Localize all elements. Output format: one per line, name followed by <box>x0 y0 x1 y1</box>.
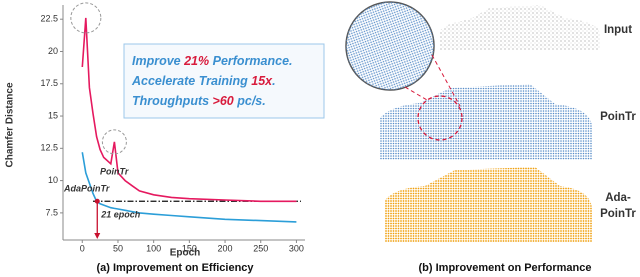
annotation-text: 21 epoch <box>100 210 141 220</box>
input-cloud <box>440 5 600 50</box>
x-tick-label: 50 <box>113 243 123 253</box>
x-tick-label: 0 <box>80 243 85 253</box>
caption-a: (a) Improvement on Efficiency <box>96 262 254 274</box>
callout-text: Accelerate Training <box>131 74 251 88</box>
point-clouds <box>333 0 600 242</box>
callout-line: Accelerate Training 15x. <box>131 74 276 88</box>
caption-b: (b) Improvement on Performance <box>419 262 592 274</box>
series-line <box>81 152 297 223</box>
callout-text: >60 <box>213 94 234 108</box>
callout-text: Improve <box>132 54 184 68</box>
x-axis-label: Epoch <box>170 248 201 259</box>
zoom-region <box>417 95 463 141</box>
row-label: PoinTr <box>600 111 636 123</box>
zoom-link <box>404 86 428 101</box>
row-label: Ada- <box>605 192 631 204</box>
callout-text: pc/s. <box>234 94 266 108</box>
callout-text: 15x <box>251 74 273 88</box>
x-tick-label: 250 <box>253 243 268 253</box>
spike-highlight <box>101 129 127 155</box>
callout-text: 21% <box>183 54 209 68</box>
y-axis-label: Chamfer Distance <box>5 82 16 167</box>
x-tick-label: 200 <box>218 243 233 253</box>
y-tick-label: 10 <box>48 175 58 185</box>
x-tick-label: 300 <box>289 243 304 253</box>
callout-line: Improve 21% Performance. <box>132 54 293 68</box>
series-line <box>81 17 297 203</box>
ada-cloud <box>385 167 592 242</box>
y-tick-label: 17.5 <box>40 78 58 88</box>
y-tick-label: 7.5 <box>45 207 58 217</box>
row-label: Input <box>604 24 632 36</box>
zoom-link <box>431 54 461 107</box>
y-tick-label: 12.5 <box>40 143 58 153</box>
poinTr-cloud <box>380 84 592 160</box>
row-label: PoinTr <box>600 208 636 220</box>
x-tick-label: 150 <box>182 243 197 253</box>
y-tick-label: 20 <box>48 46 58 56</box>
x-tick-label: 100 <box>146 243 161 253</box>
series-label: PoinTr <box>100 166 129 176</box>
y-tick-label: 15 <box>48 110 58 120</box>
callout-text: . <box>272 74 275 88</box>
arrow-head <box>94 233 101 239</box>
callout-box <box>123 43 325 119</box>
callout-text: Throughputs <box>132 94 213 108</box>
series-label: AdaPoinTr <box>63 183 110 193</box>
callout-text: Performance. <box>209 54 292 68</box>
callout-line: Throughputs >60 pc/s. <box>132 94 266 108</box>
y-tick-label: 22.5 <box>40 14 58 24</box>
spike-highlight <box>70 2 102 34</box>
